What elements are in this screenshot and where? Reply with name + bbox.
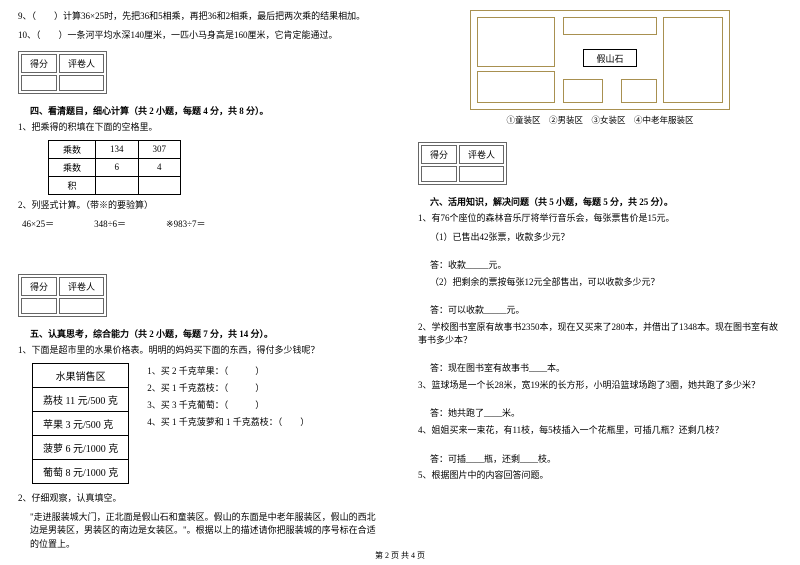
map-zone-sw <box>477 71 555 103</box>
score-label: 得分 <box>421 145 457 164</box>
fruit-qb: 2、买 1 千克荔枝：（ ） <box>147 380 309 397</box>
score-blank <box>21 298 57 314</box>
map-legend: ①童装区 ②男装区 ③女装区 ④中老年服装区 <box>418 114 782 126</box>
sec5-q1: 1、下面是超市里的水果价格表。明明的妈妈买下面的东西，得付多少钱呢？ <box>18 344 382 357</box>
sec5-q2a: 2、仔细观察，认真填空。 <box>18 492 382 505</box>
sec5-q2b: "走进服装城大门，正北面是假山石和童装区。假山的东面是中老年服装区，假山的西北边… <box>18 511 382 552</box>
s6-ans3: 答：她共跑了____米。 <box>418 407 782 420</box>
sec4-q2: 2、列竖式计算。（带※的要验算） <box>18 199 382 212</box>
s6-q5: 5、根据图片中的内容回答问题。 <box>418 469 782 482</box>
calc-b: 348÷6＝ <box>94 217 126 230</box>
fruit-qc: 3、买 3 千克葡萄：（ ） <box>147 397 309 414</box>
section-4-title: 四、看清题目，细心计算（共 2 小题，每题 4 分，共 8 分）。 <box>18 104 382 117</box>
s6-ans1b: 答：可以收款_____元。 <box>418 304 782 317</box>
right-column: 假山石 ①童装区 ②男装区 ③女装区 ④中老年服装区 得分 评卷人 六、活用知识… <box>400 0 800 565</box>
s6-q1: 1、有76个座位的森林音乐厅将举行音乐会，每张票售价是15元。 <box>418 212 782 225</box>
left-column: 9、（ ）计算36×25时，先把36和5相乘，再把36和2相乘，最后把两次乘的结… <box>0 0 400 565</box>
grader-label: 评卷人 <box>459 145 504 164</box>
score-blank <box>421 166 457 182</box>
score-box-sec5: 得分 评卷人 <box>18 274 107 317</box>
fruit-qa: 1、买 2 千克苹果：（ ） <box>147 363 309 380</box>
map-zone-door-r <box>621 79 657 103</box>
map-zone-east <box>663 17 723 103</box>
table-cell: 乘数 <box>49 140 96 158</box>
grader-label: 评卷人 <box>59 54 104 73</box>
table-cell: 乘数 <box>49 158 96 176</box>
grader-label: 评卷人 <box>59 277 104 296</box>
section-5-title: 五、认真思考，综合能力（共 2 小题，每题 7 分，共 14 分）。 <box>18 327 382 340</box>
score-box-sec6: 得分 评卷人 <box>418 142 507 185</box>
table-cell: 积 <box>49 176 96 194</box>
s6-ans1a: 答：收款_____元。 <box>418 259 782 272</box>
table-cell: 134 <box>96 140 139 158</box>
section-6-title: 六、活用知识，解决问题（共 5 小题，每题 5 分，共 25 分）。 <box>418 195 782 208</box>
fruit-row: 荔枝 11 元/500 克 <box>33 387 129 411</box>
sec4-q1: 1、把乘得的积填在下面的空格里。 <box>18 121 382 134</box>
question-9: 9、（ ）计算36×25时，先把36和5相乘，再把36和2相乘，最后把两次乘的结… <box>18 10 382 23</box>
calc-c: ※983÷7＝ <box>166 217 205 230</box>
fruit-price-table: 水果销售区 荔枝 11 元/500 克 苹果 3 元/500 克 菠萝 6 元/… <box>32 363 129 484</box>
fruit-row: 苹果 3 元/500 克 <box>33 411 129 435</box>
grader-blank <box>59 298 104 314</box>
calc-row: 46×25＝ 348÷6＝ ※983÷7＝ <box>22 217 382 230</box>
fruit-row: 葡萄 8 元/1000 克 <box>33 459 129 483</box>
fruit-questions: 1、买 2 千克苹果：（ ） 2、买 1 千克荔枝：（ ） 3、买 3 千克葡萄… <box>147 363 309 484</box>
s6-q1b: （2）把剩余的票按每张12元全部售出，可以收款多少元？ <box>418 276 782 289</box>
score-box-sec4: 得分 评卷人 <box>18 51 107 94</box>
multiplication-table: 乘数 134 307 乘数 6 4 积 <box>48 140 181 195</box>
question-10: 10、（ ）一条河平均水深140厘米，一匹小马身高是160厘米，它肯定能通过。 <box>18 29 382 42</box>
s6-q2: 2、学校图书室原有故事书2350本，现在又买来了280本，并借出了1348本。现… <box>418 321 782 346</box>
fruit-title: 水果销售区 <box>33 363 129 387</box>
map-zone-door-l <box>563 79 603 103</box>
s6-q1a: （1）已售出42张票，收款多少元？ <box>418 231 782 244</box>
s6-q4: 4、姐姐买来一束花，有11枝，每5枝插入一个花瓶里，可插几瓶？还剩几枝？ <box>418 424 782 437</box>
fruit-row: 菠萝 6 元/1000 克 <box>33 435 129 459</box>
table-cell: 307 <box>138 140 181 158</box>
s6-q3: 3、篮球场是一个长28米，宽19米的长方形，小明沿篮球场跑了3圈，她共跑了多少米… <box>418 379 782 392</box>
score-label: 得分 <box>21 277 57 296</box>
fruit-area: 水果销售区 荔枝 11 元/500 克 苹果 3 元/500 克 菠萝 6 元/… <box>32 363 382 484</box>
grader-blank <box>59 75 104 91</box>
map-zone-top <box>563 17 657 35</box>
calc-a: 46×25＝ <box>22 217 54 230</box>
store-map: 假山石 <box>470 10 730 110</box>
page-footer: 第 2 页 共 4 页 <box>0 550 800 561</box>
grader-blank <box>459 166 504 182</box>
table-cell <box>138 176 181 194</box>
score-blank <box>21 75 57 91</box>
score-label: 得分 <box>21 54 57 73</box>
table-cell <box>96 176 139 194</box>
table-cell: 4 <box>138 158 181 176</box>
s6-ans2: 答：现在图书室有故事书____本。 <box>418 362 782 375</box>
map-zone-nw <box>477 17 555 67</box>
map-center-label: 假山石 <box>583 49 637 67</box>
table-cell: 6 <box>96 158 139 176</box>
s6-ans4: 答：可插____瓶，还剩____枝。 <box>418 453 782 466</box>
fruit-qd: 4、买 1 千克菠萝和 1 千克荔枝：（ ） <box>147 414 309 431</box>
